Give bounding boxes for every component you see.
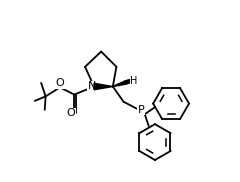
Text: H: H — [130, 76, 138, 86]
Text: P: P — [138, 105, 144, 115]
Text: O: O — [56, 78, 64, 88]
Polygon shape — [94, 83, 113, 90]
Text: N: N — [88, 81, 96, 91]
Text: O: O — [67, 108, 75, 118]
